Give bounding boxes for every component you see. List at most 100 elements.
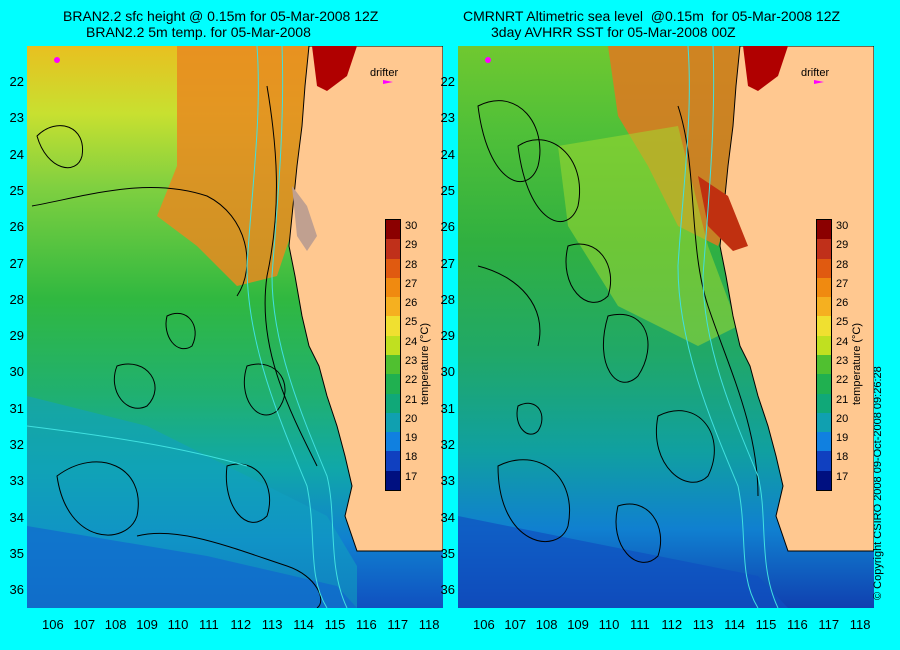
colorbar-segment	[817, 470, 831, 491]
colorbar-segment	[817, 451, 831, 472]
colorbar-segment	[386, 355, 400, 375]
colorbar-segment	[386, 335, 400, 356]
y-tick-label: 27	[440, 255, 455, 271]
colorbar-tick-label: 28	[836, 258, 849, 271]
colorbar-tick-label: 20	[405, 412, 418, 425]
x-tick-label: 118	[849, 617, 871, 632]
x-tick-label: 106	[473, 617, 495, 632]
colorbar-segment	[817, 239, 831, 260]
colorbar-segment	[817, 412, 831, 433]
left-coastal-hot-region	[312, 46, 357, 91]
y-tick-label: 26	[440, 219, 455, 235]
colorbar-tick-label: 23	[405, 355, 418, 367]
x-tick-label: 113	[261, 617, 283, 632]
colorbar-tick-label: 30	[836, 220, 849, 232]
left-drifter-marker-east[interactable]	[383, 80, 393, 84]
colorbar-tick-label: 18	[836, 451, 849, 464]
y-tick-label: 32	[440, 437, 455, 452]
right-title-line1: CMRNRT Altimetric sea level @0.15m for 0…	[463, 8, 841, 24]
x-tick-label: 112	[230, 617, 252, 632]
right-drifter-marker-west[interactable]	[485, 57, 491, 63]
x-tick-label: 108	[104, 617, 127, 632]
copyright-text: © Copyright CSIRO 2008 09-Oct-2008 09:26…	[872, 366, 884, 600]
colorbar-tick-label: 24	[836, 335, 849, 348]
x-tick-label: 114	[724, 617, 745, 632]
x-tick-label: 116	[787, 617, 808, 632]
left-title-line1: BRAN2.2 sfc height @ 0.15m for 05-Mar-20…	[63, 8, 379, 24]
x-tick-label: 106	[42, 617, 64, 632]
x-tick-label: 117	[818, 617, 840, 632]
colorbar-segment	[386, 297, 400, 317]
left-cold-region	[27, 526, 357, 608]
right-map-svg	[458, 46, 874, 608]
colorbar-segment	[386, 470, 400, 491]
left-warm-region	[157, 46, 317, 286]
x-tick-label: 111	[630, 617, 650, 632]
colorbar-segment	[386, 316, 400, 337]
x-tick-label: 111	[199, 617, 219, 632]
colorbar-tick-label: 25	[836, 316, 849, 329]
right-contours	[477, 100, 759, 563]
left-title-line2: BRAN2.2 5m temp. for 05-Mar-2008	[86, 24, 311, 40]
colorbar-tick-label: 21	[405, 393, 418, 406]
y-tick-label: 29	[440, 328, 455, 344]
y-tick-label: 22	[440, 74, 455, 89]
y-tick-label: 28	[440, 291, 455, 307]
colorbar-segment	[386, 374, 400, 395]
colorbar-segment	[386, 220, 400, 240]
colorbar-segment	[386, 393, 400, 414]
colorbar-segment	[386, 277, 400, 298]
right-land	[719, 46, 874, 552]
y-tick-label: 24	[9, 146, 24, 162]
colorbar-segment	[817, 277, 831, 298]
colorbar-tick-label: 29	[405, 239, 418, 252]
left-colorbar-title: temperature (°C)	[419, 322, 431, 405]
y-tick-label: 24	[440, 146, 455, 162]
x-tick-label: 117	[387, 617, 409, 632]
colorbar-segment	[817, 258, 831, 279]
colorbar-tick-label: 24	[405, 335, 418, 348]
right-cold-region	[458, 516, 788, 608]
colorbar-tick-label: 18	[405, 451, 418, 464]
colorbar-tick-label: 17	[405, 470, 418, 483]
colorbar-tick-label: 17	[836, 470, 849, 483]
colorbar-tick-label: 19	[836, 432, 849, 445]
y-tick-label: 35	[440, 545, 455, 561]
x-tick-label: 107	[504, 617, 527, 632]
y-tick-label: 28	[9, 291, 24, 307]
x-tick-label: 109	[567, 617, 589, 632]
x-tick-label: 112	[661, 617, 683, 632]
x-tick-label: 107	[73, 617, 96, 632]
x-tick-label: 113	[692, 617, 714, 632]
right-mid-region	[558, 126, 738, 346]
y-tick-label: 22	[9, 74, 24, 89]
colorbar-segment	[386, 258, 400, 279]
x-tick-label: 114	[293, 617, 314, 632]
y-tick-label: 32	[9, 437, 24, 452]
right-bay-hot-region	[698, 176, 748, 251]
right-coastal-hot-region	[743, 46, 788, 91]
colorbar-frame	[385, 219, 401, 491]
right-map-panel[interactable]	[458, 46, 874, 608]
y-tick-label: 35	[9, 545, 24, 561]
y-tick-label: 30	[440, 364, 455, 380]
colorbar-segment	[817, 297, 831, 317]
colorbar-tick-label: 26	[836, 297, 849, 310]
colorbar-tick-label: 22	[405, 374, 418, 387]
y-tick-label: 31	[440, 400, 455, 416]
left-bay-region	[292, 186, 317, 251]
y-tick-label: 34	[440, 509, 455, 525]
right-drifter-marker-east[interactable]	[814, 80, 824, 84]
left-contours	[31, 85, 322, 608]
y-tick-label: 30	[9, 364, 24, 380]
colorbar-segment	[386, 239, 400, 260]
colorbar-tick-label: 25	[405, 316, 418, 329]
colorbar-tick-label: 26	[405, 297, 418, 310]
left-drifter-marker-west[interactable]	[54, 57, 60, 63]
colorbar-tick-label: 30	[405, 220, 418, 232]
left-isobaths	[27, 46, 348, 608]
colorbar-segment	[386, 451, 400, 472]
colorbar-segment	[817, 335, 831, 356]
left-map-panel[interactable]	[27, 46, 443, 608]
y-tick-label: 36	[440, 582, 455, 598]
